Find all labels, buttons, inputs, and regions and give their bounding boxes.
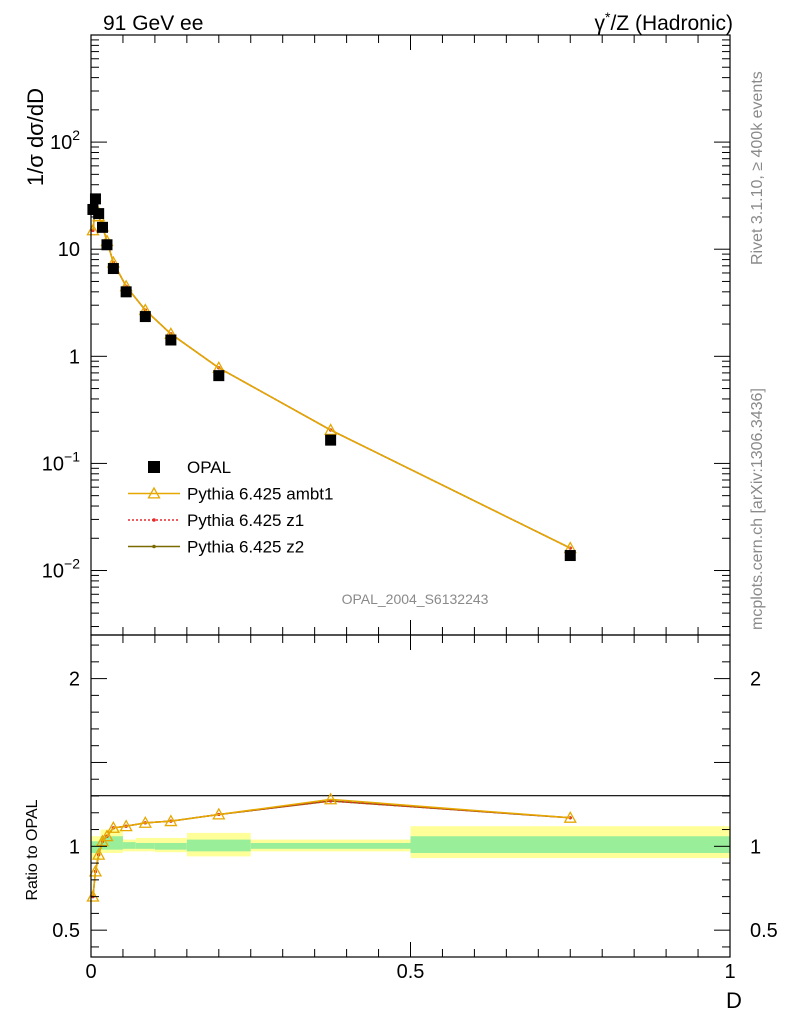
pythia-6-425-ambt1-ratio-marker xyxy=(119,819,133,832)
opal-data-point xyxy=(139,311,151,323)
pythia-6-425-ambt1-ratio-marker xyxy=(92,847,106,860)
opal-data-point xyxy=(165,334,177,346)
legend: OPAL Pythia 6.425 ambt1 Pythia 6.425 z1 Pyt… xyxy=(128,458,333,557)
ratio-panel: 0 0.5 10.5 0.51 12 2 Ratio to OPAL D xyxy=(24,634,778,1013)
pythia-6-425-ambt1-ratio-marker xyxy=(106,821,120,833)
opal-data-point xyxy=(325,434,337,446)
legend-swatch-opal xyxy=(148,461,160,473)
opal-data-point xyxy=(564,550,576,562)
legend-label: OPAL xyxy=(187,458,231,477)
error-band-inner xyxy=(410,836,730,854)
opal-data-point xyxy=(213,370,225,382)
x-tick-label: 0 xyxy=(85,961,96,983)
analysis-label: OPAL_2004_S6132243 xyxy=(342,591,489,607)
legend-label: Pythia 6.425 z2 xyxy=(187,538,304,557)
pythia-6-425-ambt1-ratio-marker xyxy=(100,829,114,842)
rivet-version-label: Rivet 3.1.10, ≥ 400k events xyxy=(749,71,766,265)
pythia-6-425-ambt1-ratio-marker xyxy=(164,814,178,827)
ratio-y-tick-label-right: 1 xyxy=(750,836,761,858)
ratio-plot-marks xyxy=(86,792,577,902)
pythia-6-425-ambt1-marker xyxy=(86,223,100,236)
pythia-6-425-ambt1-marker xyxy=(324,423,338,436)
error-band-inner xyxy=(250,842,411,849)
error-band-inner xyxy=(91,841,101,854)
error-band-inner xyxy=(135,842,155,849)
legend-marker-pythia-6-425-z1 xyxy=(152,518,156,522)
ratio-y-axis-label: Ratio to OPAL xyxy=(24,799,41,900)
header-left-label: 91 GeV ee xyxy=(103,12,203,35)
y-tick-label: 102 xyxy=(50,127,80,154)
main-plot-marks xyxy=(86,193,577,562)
opal-data-point xyxy=(87,203,99,215)
pythia-6-425-z1-ratio-marker xyxy=(329,799,333,803)
x-tick-label: 0.5 xyxy=(397,961,425,983)
pythia-6-425-ambt1-ratio-marker xyxy=(138,815,152,828)
y-tick-label: 10−1 xyxy=(42,448,80,475)
ratio-error-bands xyxy=(91,826,730,860)
pythia-6-425-ambt1-ratio-marker xyxy=(324,792,338,805)
error-band-inner xyxy=(154,842,187,850)
x-tick-label: 1 xyxy=(724,961,735,983)
pythia-6-425-ambt1-ratio-marker xyxy=(88,864,103,877)
ratio-y-tick-label: 2 xyxy=(69,669,80,691)
ratio-y-tick-label: 0.5 xyxy=(52,920,80,942)
error-band-inner xyxy=(122,842,136,849)
opal-data-point xyxy=(107,263,119,275)
opal-data-point xyxy=(101,239,113,251)
legend-label: Pythia 6.425 z1 xyxy=(187,511,304,530)
legend-marker-pythia-6-425-z2 xyxy=(152,544,156,549)
legend-label: Pythia 6.425 ambt1 xyxy=(187,485,333,504)
x-axis-label: D xyxy=(726,988,742,1013)
main-panel: 102 10 1 10−1 10−2 1/σ dσ/dD OPAL_2004_S6132… xyxy=(23,34,731,650)
opal-data-point xyxy=(93,208,105,220)
error-band-inner xyxy=(186,839,251,852)
legend-pythia-6-425-ambt1-marker xyxy=(147,486,161,499)
pythia-6-425-ambt1-ratio-marker xyxy=(212,807,226,820)
pythia-6-425-ambt1-ratio-line xyxy=(92,798,571,897)
ratio-y-tick-label: 1 xyxy=(69,836,80,858)
opal-data-point xyxy=(120,286,132,298)
ratio-axes: 0 0.5 10.5 0.51 12 2 xyxy=(52,644,778,983)
main-y-axis-label: 1/σ dσ/dD xyxy=(23,88,48,186)
y-tick-label: 10 xyxy=(58,239,80,261)
pythia-6-425-ambt1-ratio-marker xyxy=(86,889,100,902)
main-axes: 102 10 1 10−1 10−2 xyxy=(42,35,731,650)
mcplots-reference-label: mcplots.cern.ch [arXiv:1306.3436] xyxy=(749,388,766,630)
pythia-6-425-ambt1-ratio-marker xyxy=(563,810,577,823)
ratio-y-tick-label-right: 0.5 xyxy=(750,920,778,942)
y-tick-label: 10−2 xyxy=(42,556,80,583)
opal-data-point xyxy=(89,193,101,205)
y-tick-label: 1 xyxy=(69,346,80,368)
ratio-y-tick-label-right: 2 xyxy=(750,669,761,691)
opal-data-point xyxy=(97,221,109,233)
header-right-label: γ*/Z (Hadronic) xyxy=(595,9,733,35)
